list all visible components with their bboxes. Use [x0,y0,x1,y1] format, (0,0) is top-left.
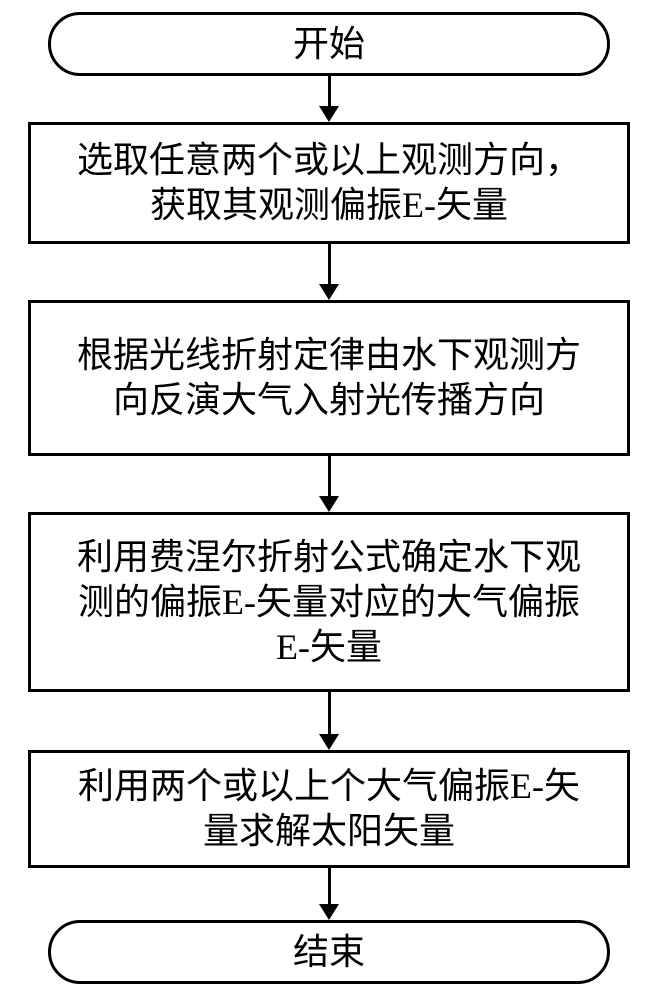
edge-n2-n3 [328,456,331,496]
node-n3: 利用费涅尔折射公式确定水下观 测的偏振E-矢量对应的大气偏振 E-矢量 [28,512,630,692]
edge-arrowhead-n2-n3 [319,496,339,512]
edge-n3-n4 [328,692,331,734]
edge-arrowhead-n1-n2 [319,284,339,300]
node-n5: 结束 [48,920,610,984]
edge-n1-n2 [328,244,331,284]
node-n2: 根据光线折射定律由水下观测方 向反演大气入射光传播方向 [28,300,630,456]
edge-arrowhead-n0-n1 [319,106,339,122]
node-label: 开始 [293,22,365,67]
node-label: 利用费涅尔折射公式确定水下观 测的偏振E-矢量对应的大气偏振 E-矢量 [77,535,581,670]
flowchart-canvas: 开始选取任意两个或以上观测方向， 获取其观测偏振E-矢量根据光线折射定律由水下观… [0,0,654,1000]
node-n4: 利用两个或以上个大气偏振E-矢 量求解太阳矢量 [28,750,630,868]
edge-n0-n1 [328,76,331,106]
edge-arrowhead-n4-n5 [319,904,339,920]
node-n1: 选取任意两个或以上观测方向， 获取其观测偏振E-矢量 [28,122,630,244]
node-label: 结束 [293,930,365,975]
edge-arrowhead-n3-n4 [319,734,339,750]
node-label: 根据光线折射定律由水下观测方 向反演大气入射光传播方向 [77,333,581,423]
node-label: 利用两个或以上个大气偏振E-矢 量求解太阳矢量 [78,764,580,854]
node-label: 选取任意两个或以上观测方向， 获取其观测偏振E-矢量 [77,138,581,228]
edge-n4-n5 [328,868,331,904]
node-n0: 开始 [48,12,610,76]
